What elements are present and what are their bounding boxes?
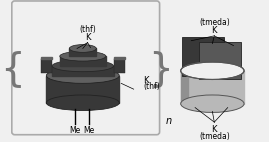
Text: (thf): (thf) [143,82,160,91]
Ellipse shape [181,95,244,112]
Polygon shape [41,59,52,73]
Text: K: K [211,125,217,134]
Text: }: } [148,50,173,88]
Ellipse shape [181,62,244,80]
Polygon shape [114,59,125,73]
Polygon shape [199,42,241,79]
Polygon shape [181,71,188,104]
Ellipse shape [52,60,114,72]
Polygon shape [41,57,52,59]
Text: (thf): (thf) [79,25,96,34]
Text: n: n [165,116,171,126]
Text: (tmeda): (tmeda) [199,18,230,27]
Ellipse shape [60,51,106,61]
Polygon shape [181,71,244,104]
Text: Me: Me [83,126,94,135]
Ellipse shape [69,45,96,52]
Text: K: K [143,76,149,85]
Text: {: { [0,50,25,88]
Text: Me: Me [69,126,81,135]
Polygon shape [52,66,114,76]
Polygon shape [69,48,96,56]
Polygon shape [182,37,224,76]
Text: K: K [85,33,90,42]
Text: (tmeda): (tmeda) [199,132,230,141]
Text: K: K [211,26,217,35]
Polygon shape [60,56,106,66]
Ellipse shape [46,95,119,110]
Ellipse shape [46,68,119,83]
Polygon shape [46,76,119,103]
Polygon shape [114,57,125,59]
